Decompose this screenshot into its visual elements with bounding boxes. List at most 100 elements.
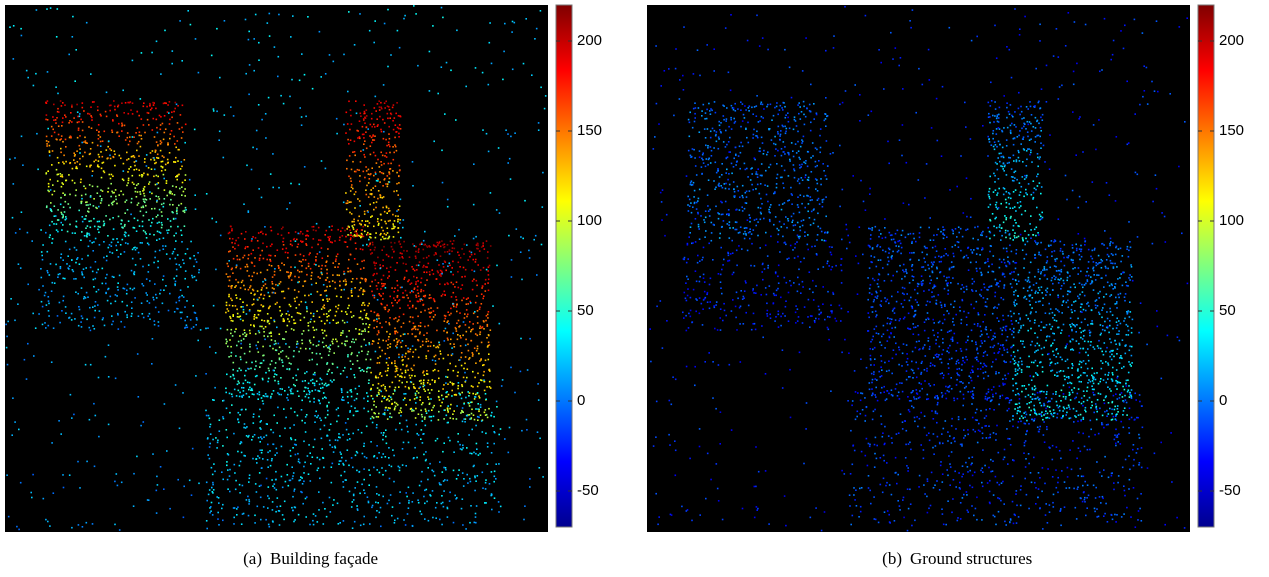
point xyxy=(185,174,187,176)
point xyxy=(257,240,259,242)
point xyxy=(391,417,393,419)
point xyxy=(253,38,255,40)
point xyxy=(350,389,352,391)
point xyxy=(354,407,356,409)
point xyxy=(791,221,793,223)
point xyxy=(464,317,466,319)
point xyxy=(184,159,186,161)
point xyxy=(693,182,695,184)
point xyxy=(328,315,330,317)
point xyxy=(338,415,340,417)
point xyxy=(387,370,389,372)
point xyxy=(407,513,409,515)
point xyxy=(316,329,318,331)
point xyxy=(438,370,440,372)
point xyxy=(392,107,394,109)
point xyxy=(69,163,71,165)
point xyxy=(232,238,234,240)
point xyxy=(822,163,824,165)
point xyxy=(372,295,374,297)
point xyxy=(238,422,240,424)
point xyxy=(117,314,119,316)
point xyxy=(239,414,241,416)
point xyxy=(800,146,802,148)
point xyxy=(84,218,86,220)
point xyxy=(370,359,372,361)
point xyxy=(797,196,799,198)
point xyxy=(326,230,328,232)
point xyxy=(488,334,490,336)
point xyxy=(398,175,400,177)
point xyxy=(100,151,102,153)
point xyxy=(243,427,245,429)
point xyxy=(378,416,380,418)
point xyxy=(775,144,777,146)
point xyxy=(48,141,50,143)
point xyxy=(363,445,365,447)
point xyxy=(352,221,354,223)
point xyxy=(269,13,271,15)
point xyxy=(103,170,105,172)
point xyxy=(280,95,282,97)
point xyxy=(335,260,337,262)
point xyxy=(380,197,382,199)
point xyxy=(349,411,351,413)
point xyxy=(304,74,306,76)
point xyxy=(292,475,294,477)
point xyxy=(424,490,426,492)
point xyxy=(365,189,367,191)
point xyxy=(367,396,369,398)
point xyxy=(226,465,228,467)
point xyxy=(389,152,391,154)
point xyxy=(326,286,328,288)
point xyxy=(460,337,462,339)
point xyxy=(259,258,261,260)
point xyxy=(52,129,54,131)
point xyxy=(68,54,70,56)
point xyxy=(422,344,424,346)
point xyxy=(282,362,284,364)
point xyxy=(463,368,465,370)
point xyxy=(38,289,40,291)
point xyxy=(330,309,332,311)
point xyxy=(338,433,340,435)
point xyxy=(474,419,476,421)
point xyxy=(733,158,735,160)
point xyxy=(421,481,423,483)
point xyxy=(461,508,463,510)
point xyxy=(131,315,133,317)
point xyxy=(290,393,292,395)
point xyxy=(66,218,68,220)
point xyxy=(265,137,267,139)
point xyxy=(312,327,314,329)
point xyxy=(230,376,232,378)
point xyxy=(343,486,345,488)
point xyxy=(229,238,231,240)
point xyxy=(275,471,277,473)
point xyxy=(33,355,35,357)
point xyxy=(749,231,751,233)
point xyxy=(106,255,108,257)
point xyxy=(351,391,353,393)
point xyxy=(361,229,363,231)
point xyxy=(275,303,277,305)
point xyxy=(312,379,314,381)
point xyxy=(176,179,178,181)
point xyxy=(252,249,254,251)
point xyxy=(362,294,364,296)
point xyxy=(159,250,161,252)
point xyxy=(728,173,730,175)
point xyxy=(374,297,376,299)
point xyxy=(128,220,130,222)
point xyxy=(494,471,496,473)
point xyxy=(240,319,242,321)
point xyxy=(321,379,323,381)
point xyxy=(421,513,423,515)
point xyxy=(735,164,737,166)
point xyxy=(805,116,807,118)
point xyxy=(463,418,465,420)
point xyxy=(376,315,378,317)
point xyxy=(242,306,244,308)
point xyxy=(71,121,73,123)
point xyxy=(363,398,365,400)
